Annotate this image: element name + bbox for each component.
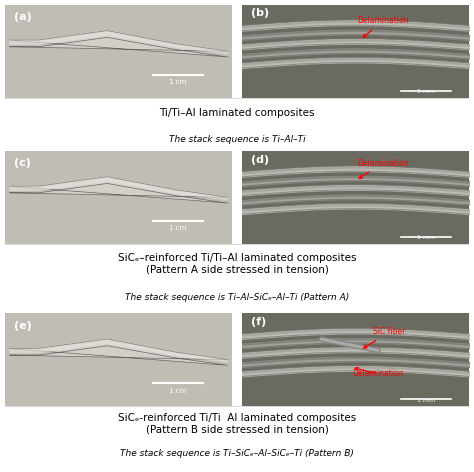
Text: (c): (c) bbox=[14, 158, 31, 168]
Polygon shape bbox=[9, 31, 228, 57]
Text: Ti/Ti–Al laminated composites: Ti/Ti–Al laminated composites bbox=[159, 108, 315, 118]
Text: 1 cm: 1 cm bbox=[169, 226, 186, 231]
Polygon shape bbox=[9, 339, 228, 365]
Text: (f): (f) bbox=[251, 317, 266, 327]
Text: Delamination: Delamination bbox=[357, 159, 409, 178]
Text: 1 mm: 1 mm bbox=[417, 236, 435, 240]
Text: The stack sequence is Ti–SiCₑ–Al–SiCₑ–Ti (Pattern B): The stack sequence is Ti–SiCₑ–Al–SiCₑ–Ti… bbox=[120, 449, 354, 458]
Text: The stack sequence is Ti–Al–Ti: The stack sequence is Ti–Al–Ti bbox=[169, 135, 305, 143]
Polygon shape bbox=[9, 339, 228, 362]
Text: Delamination: Delamination bbox=[352, 368, 404, 379]
Text: 1 mm: 1 mm bbox=[417, 398, 435, 403]
Text: SiCₑ–reinforced Ti/Ti–Al laminated composites
(Pattern A side stressed in tensio: SiCₑ–reinforced Ti/Ti–Al laminated compo… bbox=[118, 253, 356, 274]
Text: 1 mm: 1 mm bbox=[417, 89, 435, 94]
Text: SiCₑ-reinforced Ti/Ti  Al laminated composites
(Pattern B side stressed in tensi: SiCₑ-reinforced Ti/Ti Al laminated compo… bbox=[118, 413, 356, 434]
Text: Delamination: Delamination bbox=[357, 16, 409, 37]
Polygon shape bbox=[9, 177, 228, 200]
Text: 1 cm: 1 cm bbox=[169, 79, 186, 85]
Text: SiC fiber: SiC fiber bbox=[364, 328, 406, 348]
Text: (e): (e) bbox=[14, 320, 32, 330]
Text: (a): (a) bbox=[14, 12, 32, 22]
Polygon shape bbox=[9, 31, 228, 54]
Text: The stack sequence is Ti–Al–SiCₑ–Al–Ti (Pattern A): The stack sequence is Ti–Al–SiCₑ–Al–Ti (… bbox=[125, 294, 349, 303]
Text: (d): (d) bbox=[251, 154, 269, 165]
Text: 1 cm: 1 cm bbox=[169, 388, 186, 394]
Polygon shape bbox=[9, 177, 228, 203]
Text: (b): (b) bbox=[251, 8, 269, 18]
